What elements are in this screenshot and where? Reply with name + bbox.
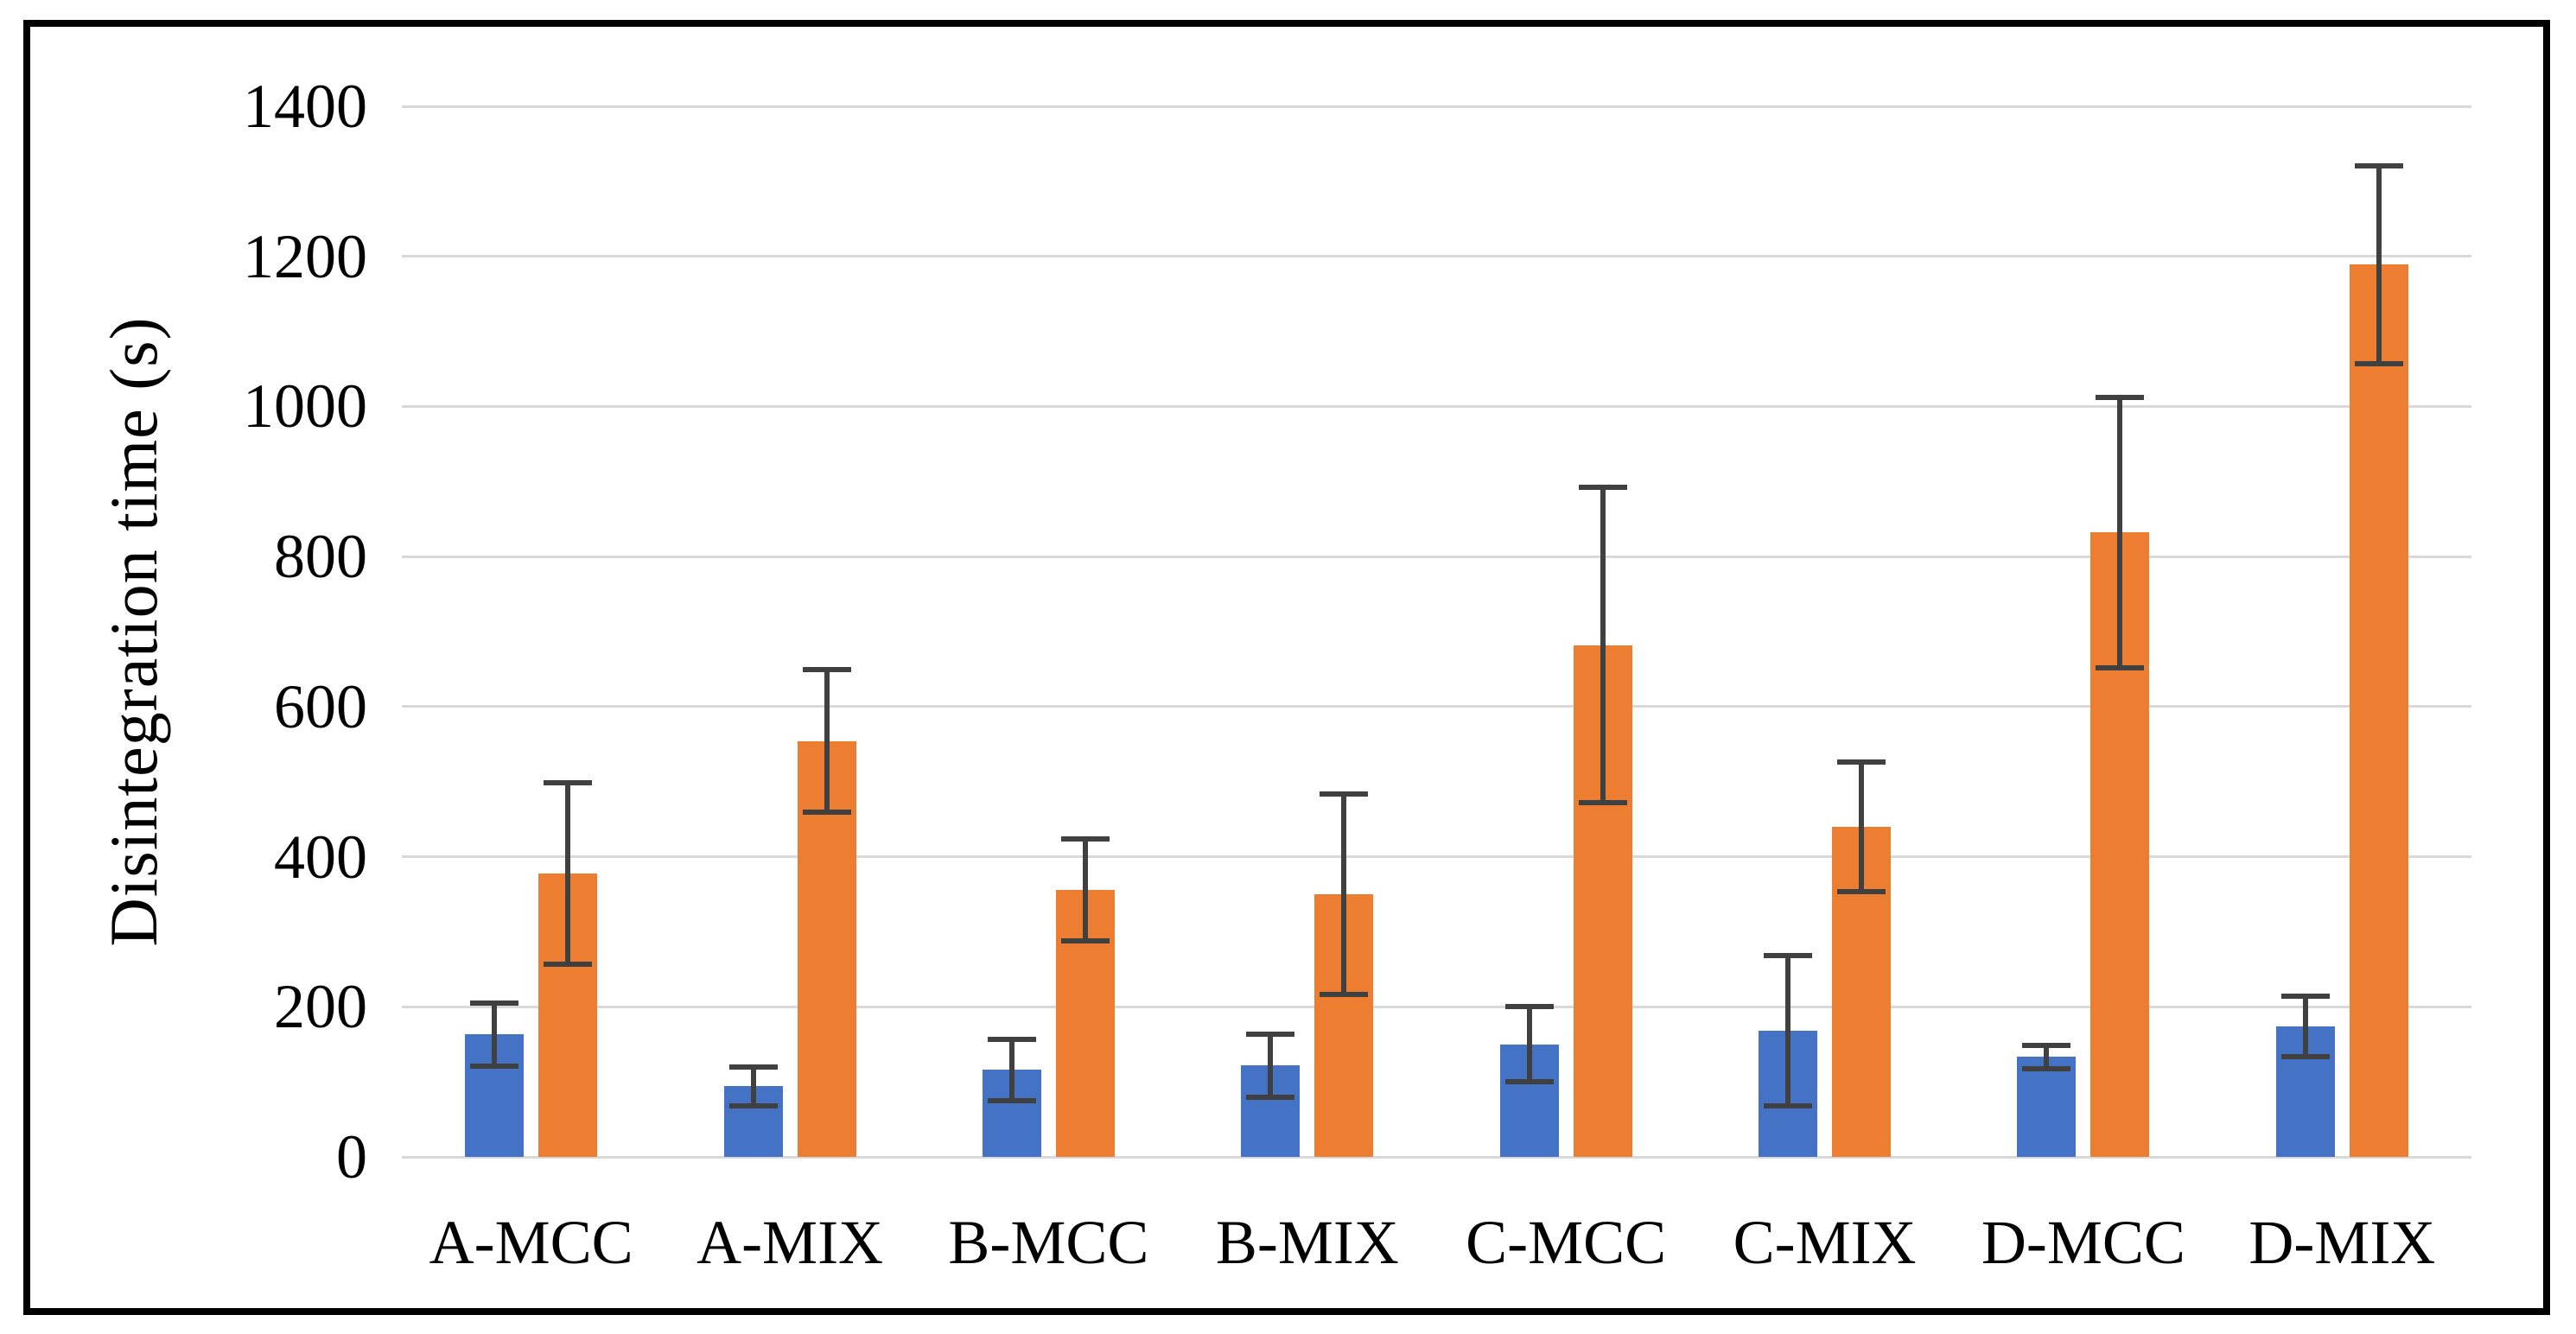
error-bar-cap [728, 1102, 778, 1108]
error-bar-line [1600, 487, 1606, 804]
error-bar-line [2044, 1045, 2050, 1070]
bar-orange-D-MIX [2349, 264, 2408, 1157]
y-tick-label: 600 [274, 671, 367, 741]
error-bar-cap [2280, 1053, 2330, 1059]
y-tick-label: 0 [336, 1122, 367, 1191]
gridline [402, 855, 2471, 859]
error-bar-cap [987, 1097, 1036, 1103]
x-axis-label-D-MIX: D-MIX [2248, 1208, 2436, 1277]
error-bar-line [1859, 762, 1865, 892]
error-bar-cap [1320, 991, 1369, 997]
error-bar-cap [1504, 1079, 1554, 1085]
gridline [402, 705, 2471, 708]
error-bar-cap [2022, 1066, 2071, 1072]
error-bar-cap [1764, 1102, 1813, 1108]
error-bar-cap [1837, 759, 1886, 765]
x-axis-label-A-MIX: A-MIX [696, 1208, 884, 1277]
error-bar-line [1082, 838, 1088, 941]
error-bar-cap [1060, 835, 1110, 842]
error-bar-line [1341, 794, 1347, 994]
error-bar-cap [802, 810, 851, 816]
error-bar-cap [2022, 1042, 2071, 1048]
error-bar-cap [470, 1063, 519, 1069]
x-axis-label-A-MCC: A-MCC [429, 1208, 633, 1277]
x-axis-label-C-MIX: C-MIX [1733, 1208, 1917, 1277]
gridline [402, 1005, 2471, 1008]
error-bar-line [2302, 996, 2308, 1057]
error-bar-line [565, 782, 571, 964]
error-bar-cap [544, 961, 593, 967]
error-bar-cap [2354, 162, 2403, 168]
error-bar-line [1785, 956, 1791, 1106]
error-bar-line [750, 1066, 756, 1106]
error-bar-line [1526, 1007, 1532, 1083]
gridline [402, 105, 2471, 108]
error-bar-line [2376, 165, 2382, 364]
x-axis-label-B-MIX: B-MIX [1215, 1208, 1399, 1277]
error-bar-cap [1246, 1094, 1295, 1100]
error-bar-cap [987, 1036, 1036, 1042]
gridline [402, 1155, 2471, 1159]
y-tick-label: 1000 [243, 372, 367, 441]
error-bar-cap [2354, 360, 2403, 366]
error-bar-cap [2096, 395, 2145, 400]
error-bar-cap [1578, 800, 1627, 806]
y-tick-label: 1200 [243, 221, 367, 291]
error-bar-line [1008, 1039, 1014, 1101]
bar-blue-D-MCC [2017, 1057, 2077, 1157]
gridline [402, 404, 2471, 408]
error-bar-line [1268, 1033, 1274, 1097]
error-bar-cap [2096, 664, 2145, 670]
error-bar-cap [1837, 888, 1886, 894]
gridline [402, 555, 2471, 558]
plot-area: 0 200 400 600 800 1000 1200 1400 A-MCC A-MIX B-MCC… [243, 72, 2471, 1277]
x-axis-label-B-MCC: B-MCC [948, 1208, 1149, 1277]
error-bar-cap [802, 667, 851, 673]
error-bar-cap [544, 779, 593, 785]
error-bar-cap [1504, 1004, 1554, 1010]
error-bar-line [492, 1002, 498, 1066]
y-tick-label: 800 [274, 522, 367, 592]
error-bar-cap [2280, 994, 2330, 1000]
y-tick-label: 400 [274, 822, 367, 892]
error-bar-cap [1246, 1031, 1295, 1037]
y-tick-label: 1400 [243, 72, 367, 141]
error-bar-line [2117, 397, 2123, 668]
error-bar-cap [1764, 953, 1813, 959]
error-bar-cap [470, 1000, 519, 1006]
x-axis-label-D-MCC: D-MCC [1981, 1208, 2185, 1277]
gridline [402, 255, 2471, 258]
error-bar-cap [1320, 791, 1369, 797]
error-bar-cap [1060, 937, 1110, 943]
error-bar-cap [1578, 485, 1627, 491]
x-axis-label-C-MCC: C-MCC [1466, 1208, 1667, 1277]
error-bar-cap [728, 1064, 778, 1070]
y-tick-label: 200 [274, 972, 367, 1042]
error-bar-line [824, 670, 830, 813]
